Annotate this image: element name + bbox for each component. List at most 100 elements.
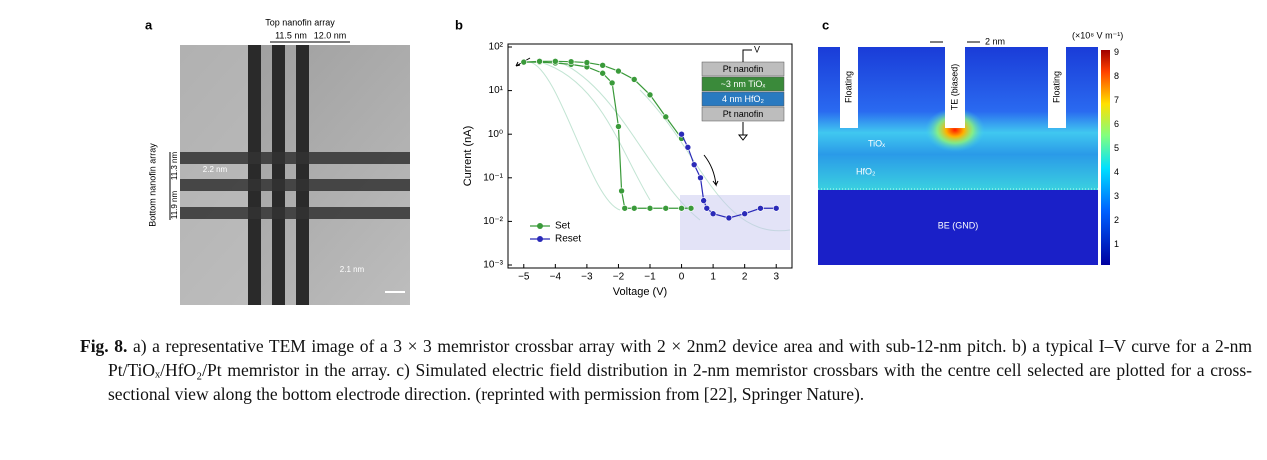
data-point (615, 123, 622, 130)
data-point (646, 204, 654, 212)
legend-marker (537, 236, 543, 242)
figure: a Top nanofin array 11.5 nm 12.0 nm Bott… (145, 17, 1123, 305)
annotation: TiOₓ (868, 138, 885, 148)
tem-region (180, 45, 250, 305)
data-point (687, 204, 695, 212)
caption-text: a) a representative TEM image of a 3 × 3… (108, 336, 1252, 404)
x-tick-label: 3 (773, 272, 779, 283)
annotation: Floating (843, 71, 853, 103)
data-point (703, 204, 711, 212)
caption: Fig. 8. a) a representative TEM image of… (80, 334, 1252, 406)
legend-label: Set (555, 221, 570, 232)
data-point (618, 187, 625, 195)
panel-label: a (145, 17, 153, 32)
data-point (621, 204, 629, 212)
panel-label: b (455, 17, 463, 32)
electrode (840, 47, 858, 128)
series-line (523, 60, 692, 209)
stack-layer (701, 76, 785, 92)
data-point (678, 204, 685, 212)
data-point (608, 79, 616, 87)
colorbar-tick-label: 4 (1114, 167, 1119, 177)
y-tick-label: 10⁻¹ (483, 172, 503, 183)
data-point (536, 57, 543, 65)
terminal-label: V (754, 44, 760, 54)
nanofin (272, 45, 285, 305)
sweep-arrow (703, 154, 719, 187)
x-axis-label: Voltage (V) (613, 286, 667, 298)
colorbar (1101, 50, 1110, 265)
data-point (697, 174, 704, 182)
data-point (725, 214, 733, 222)
nanofin (248, 45, 261, 305)
caption-label: Fig. 8. (80, 336, 128, 356)
legend-marker (537, 223, 543, 229)
nanofin (180, 207, 410, 219)
colorbar-tick-label: 7 (1114, 95, 1119, 105)
y-tick-label: 10¹ (489, 85, 504, 96)
layer-stack: Pt nanofin ~3 nm TiOₓ 4 nm HfO₂ Pt nanofin V (701, 44, 785, 141)
annotation: HfO₂ (856, 166, 876, 176)
terminal-wire (742, 49, 752, 62)
annotation: Top nanofin array (265, 17, 335, 27)
annotation: Floating (1051, 71, 1061, 103)
annotation: 2 nm (985, 36, 1005, 46)
data-point (615, 67, 622, 75)
stack-label: Pt nanofin (723, 64, 764, 74)
colorbar-tick-label: 6 (1114, 119, 1119, 129)
panel-a: a Top nanofin array 11.5 nm 12.0 nm Bott… (145, 17, 410, 305)
data-point (662, 113, 670, 121)
annotation: 12.0 nm (314, 30, 347, 40)
stack-label: 4 nm HfO₂ (722, 94, 765, 104)
panel-b: b Voltage (V) Current (nA) Pt nanofin ~3 … (455, 17, 793, 298)
annotation: TE (biased) (949, 64, 959, 111)
colorbar-tick-label: 3 (1114, 191, 1119, 201)
colorbar-unit: (×10⁸ V m⁻¹) (1072, 30, 1123, 40)
electrode (945, 47, 965, 128)
annotation: 11.5 nm (275, 30, 307, 40)
y-tick-label: 10⁻² (483, 216, 503, 227)
stack-label: ~3 nm TiOₓ (721, 79, 766, 89)
data-point (757, 204, 764, 212)
x-tick-label: −4 (550, 272, 562, 283)
data-point (583, 59, 591, 66)
data-point (690, 161, 698, 168)
nanofin (296, 45, 309, 305)
data-point (630, 76, 638, 83)
panel-c: c Floating TE (biased) Floating TiOₓ HfO… (818, 17, 1123, 265)
data-point (678, 130, 685, 138)
data-point (709, 210, 717, 218)
stack-label: Pt nanofin (723, 109, 764, 119)
bottom-electrode (818, 190, 1098, 265)
stack-layer (701, 106, 785, 122)
colorbar-tick-label: 1 (1114, 239, 1119, 249)
data-point (630, 204, 638, 212)
y-tick-label: 10⁻³ (483, 260, 503, 271)
colorbar-tick-label: 5 (1114, 143, 1119, 153)
data-point (567, 58, 575, 66)
annotation: 11.9 nm (170, 191, 179, 220)
data-point (599, 62, 606, 69)
y-tick-label: 10⁰ (488, 129, 503, 140)
y-axis-label: Current (nA) (462, 126, 474, 187)
field-hotspot (925, 108, 985, 152)
panel-label: c (822, 17, 829, 32)
data-point (646, 91, 654, 99)
data-point (552, 57, 559, 65)
cycle-band (680, 195, 790, 250)
colorbar-ticks: 1 2 3 4 5 6 7 8 9 (1114, 47, 1119, 249)
stack-layer (701, 91, 785, 107)
data-point (684, 144, 692, 151)
data-point (599, 69, 606, 77)
y-tick-label: 10² (489, 42, 504, 53)
legend-label: Reset (555, 234, 581, 245)
x-tick-label: 1 (710, 272, 716, 283)
annotation: Bottom nanofin array (147, 143, 157, 227)
x-tick-label: −3 (581, 272, 593, 283)
electrode (1048, 47, 1066, 128)
x-tick-label: 2 (742, 272, 748, 283)
data-point (520, 58, 528, 66)
data-point (700, 197, 707, 204)
colorbar-tick-label: 9 (1114, 47, 1119, 57)
